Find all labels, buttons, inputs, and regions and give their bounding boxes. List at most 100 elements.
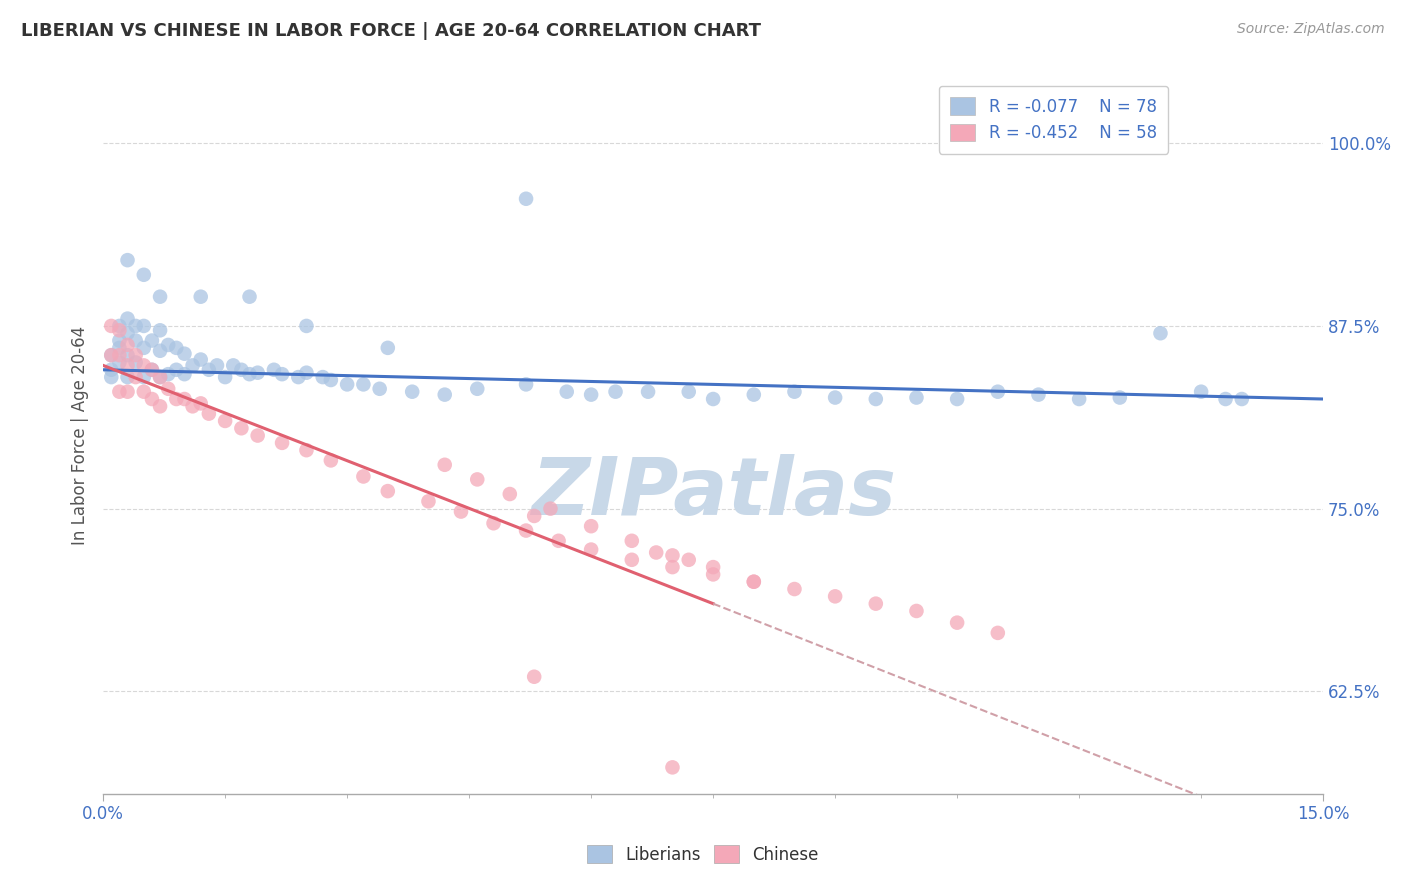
Point [987,384,1010,399]
Point [231,421,253,435]
Point [132,341,155,355]
Text: Source: ZipAtlas.com: Source: ZipAtlas.com [1237,22,1385,37]
Point [678,553,700,567]
Point [141,392,163,406]
Point [117,338,139,352]
Point [1028,387,1050,401]
Point [319,453,342,467]
Point [1108,391,1130,405]
Point [523,670,546,684]
Point [540,501,562,516]
Point [523,508,546,523]
Point [377,341,399,355]
Point [620,533,643,548]
Point [1149,326,1171,341]
Point [1230,392,1253,406]
Text: LIBERIAN VS CHINESE IN LABOR FORCE | AGE 20-64 CORRELATION CHART: LIBERIAN VS CHINESE IN LABOR FORCE | AGE… [21,22,761,40]
Point [165,341,187,355]
Point [190,352,212,367]
Point [824,391,846,405]
Point [117,384,139,399]
Point [295,443,318,458]
Point [198,363,221,377]
Point [579,542,602,557]
Point [312,370,335,384]
Point [173,347,195,361]
Point [418,494,440,508]
Point [238,290,260,304]
Point [605,384,627,399]
Point [465,472,488,486]
Point [661,549,683,563]
Point [100,370,122,384]
Point [157,382,180,396]
Point [117,348,139,362]
Point [824,590,846,604]
Point [141,334,163,348]
Point [271,435,294,450]
Point [141,363,163,377]
Point [865,597,887,611]
Point [108,334,131,348]
Point [132,370,155,384]
Point [783,384,806,399]
Point [231,363,253,377]
Point [246,366,269,380]
Point [579,387,602,401]
Point [742,574,765,589]
Legend: R = -0.077    N = 78, R = -0.452    N = 58: R = -0.077 N = 78, R = -0.452 N = 58 [939,86,1168,153]
Point [108,355,131,369]
Point [499,487,522,501]
Point [319,373,342,387]
Point [352,469,374,483]
Point [108,341,131,355]
Point [946,615,969,630]
Point [132,384,155,399]
Point [905,391,928,405]
Point [377,484,399,499]
Point [214,370,236,384]
Point [742,574,765,589]
Point [108,384,131,399]
Point [149,370,172,384]
Point [515,192,537,206]
Point [783,582,806,596]
Point [547,533,569,548]
Point [100,318,122,333]
Point [100,348,122,362]
Point [190,290,212,304]
Point [108,348,131,362]
Point [637,384,659,399]
Point [132,268,155,282]
Point [661,560,683,574]
Point [190,396,212,410]
Point [124,334,146,348]
Point [465,382,488,396]
Point [1069,392,1091,406]
Point [205,359,228,373]
Point [702,560,724,574]
Point [515,377,537,392]
Point [352,377,374,392]
Point [450,505,472,519]
Point [702,567,724,582]
Point [108,318,131,333]
Point [117,253,139,268]
Point [157,338,180,352]
Point [555,384,578,399]
Point [141,363,163,377]
Point [987,626,1010,640]
Point [661,760,683,774]
Point [149,370,172,384]
Point [620,553,643,567]
Point [181,400,204,414]
Point [165,392,187,406]
Point [117,326,139,341]
Point [579,519,602,533]
Point [100,363,122,377]
Point [246,428,269,442]
Y-axis label: In Labor Force | Age 20-64: In Labor Force | Age 20-64 [72,326,89,545]
Point [295,318,318,333]
Point [1215,392,1237,406]
Point [173,392,195,406]
